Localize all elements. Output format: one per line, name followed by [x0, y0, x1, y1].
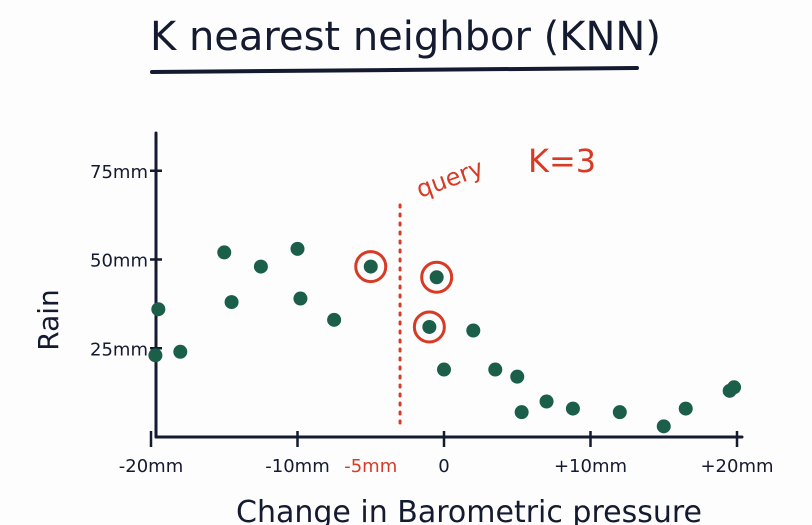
y-axis-title: Rain	[32, 289, 65, 351]
x-tick-label: 0	[438, 456, 449, 477]
x-tick-label: +20mm	[700, 456, 773, 477]
data-point	[678, 401, 693, 416]
data-point	[217, 245, 232, 260]
y-tick-label: 50mm	[90, 251, 148, 272]
data-point	[148, 348, 163, 363]
neighbor-highlight-circle	[354, 250, 388, 284]
data-point	[510, 369, 525, 384]
y-tick-label: 25mm	[90, 339, 148, 360]
data-point	[612, 405, 627, 420]
x-tick-label: -5mm	[344, 456, 397, 477]
data-point	[437, 362, 451, 377]
x-tick-group: -20mm -10mm -5mm 0 +10mm +20mm	[119, 431, 774, 477]
data-point	[363, 259, 378, 274]
data-point	[253, 259, 268, 274]
data-point	[290, 241, 305, 256]
y-tick-label: 75mm	[90, 162, 148, 183]
data-point	[466, 323, 481, 338]
data-point	[514, 405, 529, 420]
data-point	[327, 312, 342, 327]
data-point	[151, 302, 166, 317]
x-tick-label: +10mm	[554, 456, 627, 477]
data-point	[727, 380, 742, 395]
neighbor-highlight-circle	[412, 310, 446, 344]
data-point	[488, 362, 503, 377]
data-point	[539, 394, 554, 409]
x-axis-title: Change in Barometric pressure	[236, 495, 702, 525]
k-label: K=3	[528, 142, 596, 180]
x-tick-label: -20mm	[119, 456, 183, 477]
neighbor-highlight-circle	[420, 260, 454, 294]
x-tick-label: -10mm	[265, 456, 329, 477]
page-title: K nearest neighbor (KNN)	[150, 14, 661, 60]
point-group	[148, 241, 742, 434]
data-point	[173, 344, 188, 359]
data-point	[293, 291, 308, 306]
data-point	[429, 270, 444, 285]
data-point	[422, 319, 437, 334]
data-point	[565, 401, 580, 416]
y-tick-group: 25mm 50mm 75mm	[90, 162, 162, 360]
title-underline	[150, 66, 639, 74]
query-label: query	[412, 154, 487, 204]
data-point	[224, 295, 239, 310]
data-point	[656, 419, 671, 434]
